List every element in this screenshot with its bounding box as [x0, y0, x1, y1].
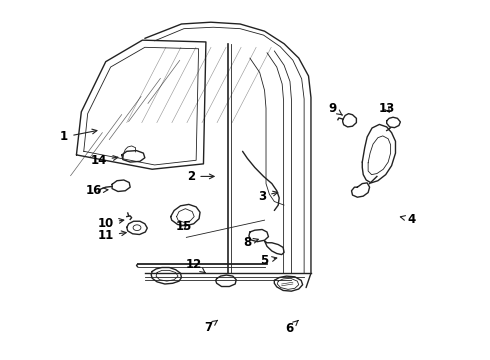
- Text: 9: 9: [329, 102, 342, 115]
- Text: 6: 6: [285, 320, 298, 335]
- Text: 2: 2: [187, 170, 214, 183]
- Text: 10: 10: [98, 216, 124, 230]
- Text: 8: 8: [244, 236, 258, 249]
- Text: 11: 11: [98, 229, 126, 242]
- Text: 14: 14: [90, 154, 118, 167]
- Text: 1: 1: [60, 129, 97, 144]
- Text: 15: 15: [176, 220, 192, 233]
- Text: 12: 12: [186, 258, 205, 273]
- Text: 13: 13: [379, 102, 395, 115]
- Text: 4: 4: [400, 213, 415, 226]
- Text: 3: 3: [258, 190, 278, 203]
- Text: 5: 5: [260, 254, 277, 267]
- Text: 7: 7: [204, 320, 218, 333]
- Text: 16: 16: [85, 184, 108, 197]
